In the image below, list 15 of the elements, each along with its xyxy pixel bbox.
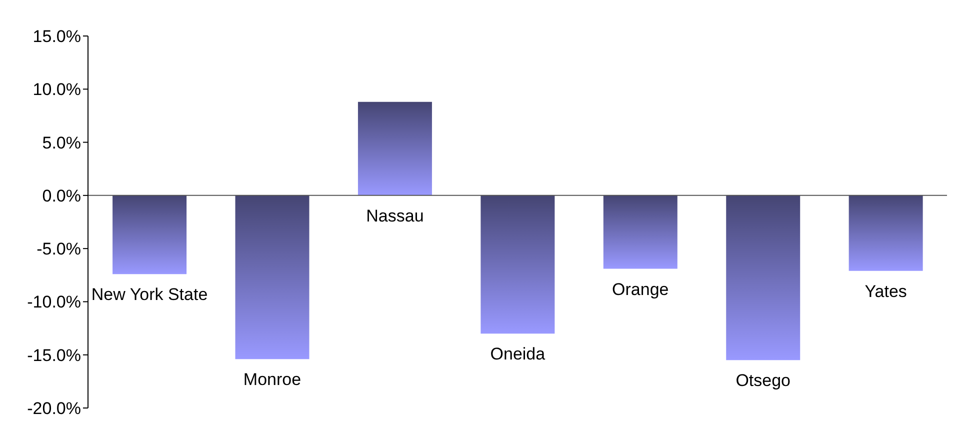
y-tick-label: 15.0% [32,27,81,46]
x-tick-label: Yates [864,282,907,301]
y-tick-label: 5.0% [42,133,81,152]
y-tick-label: -20.0% [27,399,81,418]
y-tick-label: -15.0% [27,346,81,365]
y-tick-label: 0.0% [42,186,81,206]
y-tick-label: -5.0% [36,240,81,259]
x-tick-label: Oneida [490,344,546,364]
y-tick-label: 10.0% [32,80,81,100]
x-tick-label: Otsego [736,371,791,390]
x-tick-label: Monroe [243,370,302,390]
y-tick-label: -10.0% [27,292,81,312]
x-tick-label: New York State [91,285,208,304]
x-tick-label: Nassau [366,206,424,226]
x-tick-label: Orange [612,280,669,299]
